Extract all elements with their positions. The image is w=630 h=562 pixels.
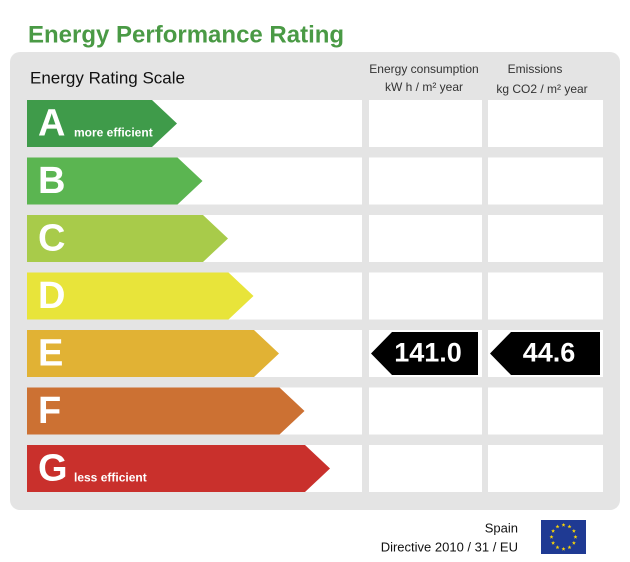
rating-arrow bbox=[27, 215, 228, 262]
rating-arrow bbox=[27, 445, 330, 492]
emissions-marker bbox=[490, 332, 600, 375]
emissions-cell bbox=[488, 157, 603, 205]
rating-arrow bbox=[27, 157, 203, 205]
eu-stars bbox=[549, 522, 578, 551]
rating-arrow bbox=[27, 330, 279, 377]
emissions-value: 44.6 bbox=[523, 338, 576, 368]
emissions-cell bbox=[488, 445, 603, 492]
consumption-cell bbox=[369, 387, 482, 435]
eu-star bbox=[555, 524, 560, 529]
emissions-cell bbox=[488, 387, 603, 435]
rating-note: less efficient bbox=[74, 471, 147, 485]
title: Energy Performance Rating bbox=[28, 21, 344, 48]
consumption-cell bbox=[369, 215, 482, 262]
column-unit: kg CO2 / m² year bbox=[496, 82, 587, 96]
rating-arrow bbox=[27, 387, 305, 435]
eu-star bbox=[571, 540, 576, 545]
rating-letter: B bbox=[38, 160, 65, 202]
eu-star bbox=[571, 528, 576, 533]
eu-star bbox=[567, 545, 572, 550]
emissions-cell bbox=[488, 272, 603, 320]
rating-letter: A bbox=[38, 103, 65, 145]
consumption-cell bbox=[369, 100, 482, 147]
rating-letter: D bbox=[38, 275, 65, 317]
rating-note: more efficient bbox=[74, 126, 153, 140]
eu-star bbox=[561, 522, 566, 527]
eu-star bbox=[567, 524, 572, 529]
consumption-cell bbox=[369, 157, 482, 205]
country: Spain bbox=[485, 520, 518, 535]
eu-star bbox=[573, 534, 578, 539]
emissions-cell bbox=[488, 100, 603, 147]
eu-star bbox=[561, 546, 566, 551]
column-unit: kW h / m² year bbox=[385, 80, 463, 94]
emissions-cell bbox=[488, 215, 603, 262]
eu-star bbox=[551, 528, 556, 533]
consumption-cell bbox=[369, 445, 482, 492]
scale-title: Energy Rating Scale bbox=[30, 68, 185, 87]
eu-star bbox=[555, 545, 560, 550]
directive: Directive 2010 / 31 / EU bbox=[381, 539, 518, 554]
rating-letter: F bbox=[38, 390, 61, 432]
eu-star bbox=[549, 534, 554, 539]
consumption-marker bbox=[371, 332, 478, 375]
consumption-value: 141.0 bbox=[394, 338, 462, 368]
rating-letter: C bbox=[38, 218, 65, 260]
eu-star bbox=[551, 540, 556, 545]
rating-arrow bbox=[27, 272, 254, 320]
rating-letter: G bbox=[38, 448, 68, 490]
column-header: Energy consumption bbox=[369, 62, 478, 76]
rating-letter: E bbox=[38, 333, 63, 375]
consumption-cell bbox=[369, 272, 482, 320]
rating-arrow bbox=[27, 100, 177, 147]
column-header: Emissions bbox=[508, 62, 563, 76]
